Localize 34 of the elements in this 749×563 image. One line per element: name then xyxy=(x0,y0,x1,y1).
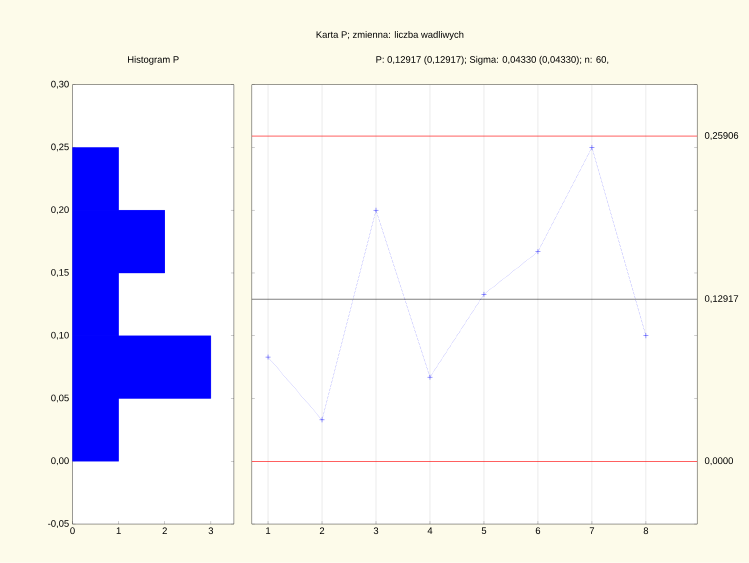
point xyxy=(643,333,649,338)
point xyxy=(319,417,325,423)
x-tick-label: 8 xyxy=(644,527,648,534)
y-tick-label: 0,15 xyxy=(51,269,69,277)
y-tick-label: 0,30 xyxy=(51,80,69,89)
y-tick-label: 0,05 xyxy=(51,394,69,402)
x-tick-label: 2 xyxy=(162,527,167,534)
point xyxy=(265,354,271,360)
y-tick-label: 0,00 xyxy=(51,457,69,466)
x-tick-label: 3 xyxy=(208,527,214,534)
x-tick-label: 6 xyxy=(536,527,540,534)
x-tick-label: 0 xyxy=(70,527,75,534)
x-tick-label: 7 xyxy=(590,527,594,534)
point xyxy=(427,374,433,380)
x-tick-label: 2 xyxy=(320,527,324,534)
ref-line-label: 0,0000 xyxy=(704,457,733,466)
point xyxy=(535,249,541,254)
x-tick-label: 1 xyxy=(116,527,121,534)
point xyxy=(481,292,487,298)
ref-line-label: 0,25906 xyxy=(704,132,738,140)
x-tick-label: 4 xyxy=(428,527,432,534)
x-tick-label: 3 xyxy=(374,527,378,534)
y-tick-label: 0,20 xyxy=(51,206,69,214)
y-tick-label: 0,10 xyxy=(51,332,69,340)
x-tick-label: 5 xyxy=(482,527,486,534)
point xyxy=(589,144,595,150)
chart-title: Karta P; zmienna: liczba wadliwych xyxy=(316,31,464,40)
x-tick-label: 1 xyxy=(266,527,270,534)
chart-subtitle: P: 0,12917 (0,12917); Sigma: 0,04330 (0,04330); n: 60, xyxy=(376,56,608,65)
y-tick-label: -0,05 xyxy=(48,520,69,528)
point xyxy=(373,208,379,213)
ref-line-label: 0,12917 xyxy=(704,295,738,304)
y-tick-label: 0,25 xyxy=(51,144,69,152)
chart-title: Histogram P xyxy=(128,56,179,65)
